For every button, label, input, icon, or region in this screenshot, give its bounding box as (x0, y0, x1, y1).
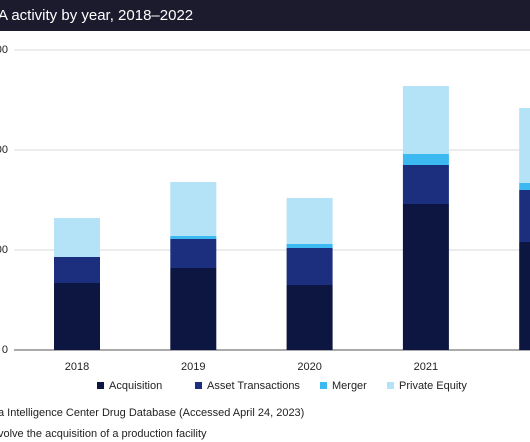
bar-segment (286, 198, 333, 244)
x-tick-label: 2018 (65, 361, 89, 373)
legend-label: Asset Transactions (207, 380, 300, 392)
bar-segment (170, 182, 217, 236)
x-tick-label: 2020 (297, 361, 321, 373)
legend-label: Acquisition (109, 380, 162, 392)
bar-segment (402, 86, 449, 154)
bar-segment (170, 268, 217, 350)
bar-segment (170, 239, 217, 268)
source-note: a Intelligence Center Drug Database (Acc… (0, 407, 304, 419)
y-tick-label: 200 (0, 144, 8, 156)
bar-segment (402, 154, 449, 165)
chart-title: A activity by year, 2018–2022 (0, 7, 193, 24)
bar-segment (286, 248, 333, 285)
x-tick-label: 2021 (414, 361, 438, 373)
bar-segment (519, 190, 530, 242)
bar-segment (519, 108, 530, 183)
legend-label: Private Equity (399, 380, 467, 392)
legend-swatch (97, 382, 104, 389)
bar-segment (170, 236, 217, 239)
title-bar (0, 0, 530, 31)
y-tick-label: 0 (2, 344, 8, 356)
legend-swatch (387, 382, 394, 389)
bar-segment (402, 204, 449, 350)
bar-segment (402, 165, 449, 204)
bar-segment (54, 283, 100, 350)
bar-segment (519, 242, 530, 350)
bar-segment (286, 244, 333, 248)
bar-segment (519, 183, 530, 190)
bar-segment (54, 218, 100, 257)
legend-swatch (195, 382, 202, 389)
y-tick-label: 100 (0, 244, 8, 256)
bar-segment (54, 257, 100, 283)
footnote: volve the acquisition of a production fa… (0, 428, 207, 440)
legend-label: Merger (332, 380, 367, 392)
x-tick-label: 2019 (181, 361, 205, 373)
legend-swatch (320, 382, 327, 389)
bar-segment (286, 285, 333, 350)
y-tick-label: 300 (0, 44, 8, 56)
